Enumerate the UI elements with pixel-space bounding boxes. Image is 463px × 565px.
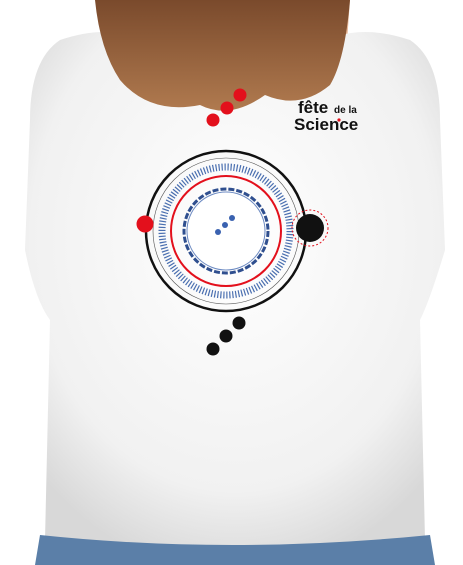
logo-word: Science bbox=[294, 115, 358, 134]
red-dot bbox=[207, 114, 220, 127]
blue-dot bbox=[222, 222, 228, 228]
black-dot bbox=[207, 343, 220, 356]
blue-dot bbox=[229, 215, 235, 221]
black-dot bbox=[220, 330, 233, 343]
red-dot bbox=[234, 89, 247, 102]
black-dot bbox=[233, 317, 246, 330]
black-planet bbox=[296, 214, 324, 242]
red-planet bbox=[137, 216, 154, 233]
core bbox=[187, 192, 265, 270]
logo-dot bbox=[337, 118, 340, 121]
red-dot bbox=[221, 102, 234, 115]
blue-dot bbox=[215, 229, 221, 235]
photo: fête de la Science bbox=[0, 0, 463, 565]
